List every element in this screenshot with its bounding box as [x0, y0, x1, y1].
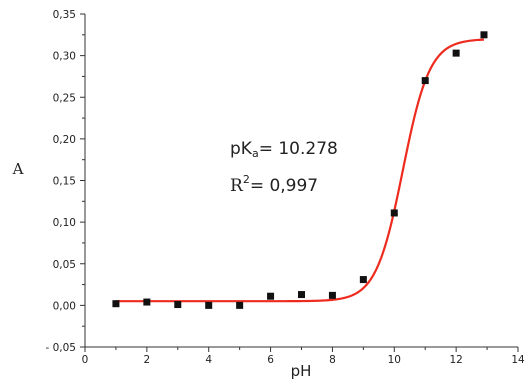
y-tick-label: 0,20: [53, 134, 76, 146]
y-tick-label: 0,10: [53, 217, 76, 229]
data-point: [267, 292, 275, 300]
x-ticks: 0 2 4 6 8 10 12 14: [82, 347, 525, 366]
fit-curve: [115, 38, 485, 303]
x-axis-title: pH: [291, 362, 312, 380]
data-point: [421, 77, 429, 85]
r2-superscript: 2: [243, 173, 250, 186]
x-tick-label: 0: [82, 354, 89, 366]
y-tick-label: 0,25: [53, 92, 76, 104]
x-tick-label: 4: [205, 354, 212, 366]
y-tick-label: 0,00: [53, 300, 76, 312]
data-point: [480, 31, 488, 39]
data-point: [174, 301, 182, 309]
data-point: [143, 298, 151, 306]
pka-annotation: pKa= 10.278: [230, 139, 338, 160]
data-point: [236, 301, 244, 309]
x-tick-label: 6: [267, 354, 274, 366]
y-tick-label: 0,35: [53, 9, 76, 21]
x-tick-label: 12: [449, 354, 462, 366]
r2-base: R: [230, 176, 244, 196]
y-tick-label: - 0,05: [45, 342, 76, 354]
y-tick-label: 0,05: [53, 259, 76, 271]
x-tick-label: 8: [329, 354, 336, 366]
x-tick-label: 10: [388, 354, 401, 366]
pka-value: = 10.278: [259, 139, 338, 159]
data-point: [359, 276, 367, 284]
x-tick-label: 2: [144, 354, 151, 366]
data-point: [452, 49, 460, 57]
pka-prefix: pK: [230, 139, 253, 159]
y-axis-title: A: [12, 160, 24, 178]
data-point: [390, 209, 398, 217]
y-ticks: - 0,05 0,00 0,05 0,10 0,15 0,20 0,25 0,30 0,35: [45, 9, 85, 354]
data-points: [112, 31, 488, 309]
pka-subscript: a: [252, 147, 259, 160]
data-point: [328, 291, 336, 299]
r2-annotation: R2= 0,997: [230, 173, 318, 196]
data-point: [298, 291, 305, 299]
y-tick-label: 0,30: [53, 51, 76, 63]
x-tick-label: 14: [511, 354, 525, 366]
data-point: [112, 300, 120, 308]
y-tick-label: 0,15: [53, 176, 76, 188]
r2-value: = 0,997: [250, 176, 318, 196]
data-point: [205, 301, 213, 309]
